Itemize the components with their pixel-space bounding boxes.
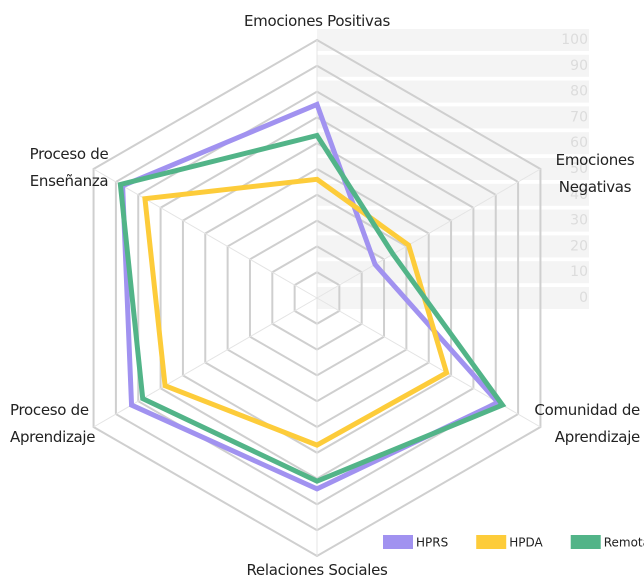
y-tick-label: 90: [570, 58, 588, 74]
axis-spoke: [93, 168, 318, 299]
legend-swatch: [383, 535, 413, 549]
tick-band: [317, 235, 589, 258]
y-tick-label: 0: [579, 290, 588, 306]
axis-spoke: [316, 168, 541, 299]
legend-label: HPRS: [416, 536, 448, 550]
axis-label: Relaciones Sociales: [246, 561, 388, 578]
tick-band: [317, 261, 589, 284]
y-tick-label: 60: [570, 135, 588, 151]
legend-label: HPDA: [509, 536, 543, 550]
y-tick-label: 30: [570, 213, 588, 229]
y-tick-label: 50: [570, 161, 588, 177]
tick-band: [317, 80, 589, 103]
y-tick-label: 40: [570, 187, 588, 203]
axis-label: Comunidad de Aprendizaje: [534, 401, 640, 446]
axis-label: Emociones Negativas: [555, 151, 635, 196]
tick-band: [317, 29, 589, 51]
y-tick-label: 70: [570, 109, 588, 125]
y-tick-label: 80: [570, 84, 588, 100]
legend-swatch: [476, 535, 507, 549]
series-line: [142, 176, 450, 448]
y-tick-label: 10: [570, 264, 588, 280]
legend-label: Remota: [604, 536, 644, 550]
axis-label: Proceso de Aprendizaje: [10, 401, 96, 446]
axis-label: Emociones Positivas: [243, 12, 391, 30]
y-tick-label: 100: [561, 32, 588, 48]
series-line: [117, 132, 507, 484]
axis-label: Proceso de Enseñanza: [29, 145, 109, 190]
tick-band: [317, 287, 589, 309]
tick-band: [317, 54, 589, 77]
y-tick-label: 20: [570, 238, 588, 254]
legend-swatch: [570, 535, 601, 549]
